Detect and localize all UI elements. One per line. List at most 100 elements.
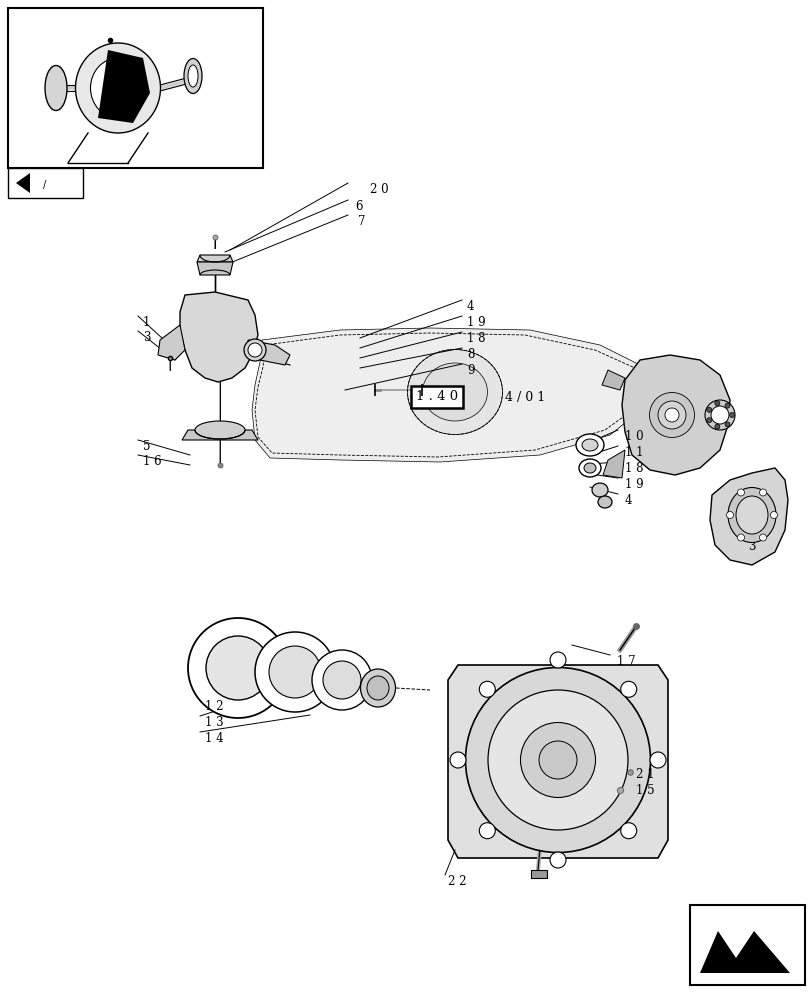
Text: 1 6: 1 6 (143, 455, 161, 468)
Polygon shape (247, 340, 290, 365)
Polygon shape (182, 430, 258, 440)
Circle shape (549, 652, 565, 668)
Ellipse shape (422, 363, 487, 421)
Bar (530, 870, 547, 878)
Text: 1 9: 1 9 (466, 316, 485, 329)
Text: 1 8: 1 8 (466, 332, 485, 345)
Ellipse shape (407, 350, 502, 434)
Circle shape (736, 489, 744, 496)
Circle shape (728, 412, 734, 418)
Circle shape (724, 403, 729, 408)
Text: 1 4: 1 4 (204, 732, 223, 745)
Polygon shape (158, 325, 185, 360)
Ellipse shape (649, 392, 693, 438)
Ellipse shape (90, 58, 145, 118)
Bar (8, 8, 263, 168)
Circle shape (726, 512, 732, 518)
Ellipse shape (45, 66, 67, 111)
Circle shape (724, 422, 729, 427)
Text: 1 3: 1 3 (204, 716, 223, 729)
Ellipse shape (367, 676, 388, 700)
Circle shape (758, 489, 766, 496)
Ellipse shape (184, 59, 202, 94)
Ellipse shape (247, 343, 262, 357)
Text: /: / (43, 180, 46, 190)
Text: 2 1: 2 1 (635, 768, 654, 781)
Text: 2 0: 2 0 (370, 183, 388, 196)
Text: 2 2: 2 2 (448, 875, 466, 888)
Ellipse shape (520, 722, 594, 798)
Text: 9: 9 (466, 364, 474, 377)
Ellipse shape (255, 632, 335, 712)
Ellipse shape (195, 421, 245, 439)
Polygon shape (699, 931, 789, 973)
Ellipse shape (583, 463, 595, 473)
Polygon shape (448, 665, 667, 858)
Ellipse shape (360, 669, 395, 707)
Polygon shape (601, 370, 624, 390)
Ellipse shape (465, 668, 650, 852)
Polygon shape (16, 173, 30, 193)
Text: 4 / 0 1: 4 / 0 1 (504, 390, 544, 403)
Bar (689, 905, 804, 985)
Circle shape (706, 418, 710, 423)
Text: 1 1: 1 1 (624, 446, 642, 459)
Polygon shape (251, 328, 644, 462)
Circle shape (478, 681, 495, 697)
Ellipse shape (188, 65, 198, 87)
Circle shape (714, 401, 719, 406)
Ellipse shape (710, 406, 728, 424)
Polygon shape (621, 355, 729, 475)
Text: 1 5: 1 5 (635, 784, 654, 797)
Ellipse shape (323, 661, 361, 699)
Text: 5: 5 (143, 440, 150, 453)
Circle shape (549, 852, 565, 868)
Text: 6: 6 (354, 200, 362, 213)
Text: 2: 2 (747, 524, 754, 537)
Polygon shape (197, 262, 233, 275)
Ellipse shape (735, 496, 767, 534)
Polygon shape (709, 468, 787, 565)
Ellipse shape (727, 488, 775, 542)
Text: 1 0: 1 0 (624, 430, 643, 443)
Ellipse shape (575, 434, 603, 456)
Polygon shape (180, 292, 258, 382)
Polygon shape (197, 255, 233, 262)
Circle shape (620, 681, 636, 697)
Text: 1 7: 1 7 (616, 655, 635, 668)
Circle shape (736, 534, 744, 541)
Circle shape (714, 424, 719, 429)
Ellipse shape (311, 650, 371, 710)
Text: 1 . 4 0: 1 . 4 0 (415, 390, 457, 403)
Text: 1: 1 (143, 316, 150, 329)
Ellipse shape (539, 741, 577, 779)
Ellipse shape (188, 618, 288, 718)
Ellipse shape (657, 401, 685, 429)
Ellipse shape (597, 496, 611, 508)
Ellipse shape (487, 690, 627, 830)
Text: 4: 4 (624, 494, 632, 507)
Ellipse shape (581, 439, 597, 451)
Ellipse shape (243, 339, 266, 361)
Circle shape (649, 752, 665, 768)
Text: 1 2: 1 2 (204, 700, 223, 713)
Circle shape (478, 823, 495, 839)
Circle shape (620, 823, 636, 839)
Text: 7: 7 (358, 215, 365, 228)
Text: 4: 4 (466, 300, 474, 313)
Ellipse shape (206, 636, 270, 700)
Circle shape (758, 534, 766, 541)
Polygon shape (98, 50, 150, 123)
Text: 3: 3 (747, 540, 754, 553)
Text: 1 9: 1 9 (624, 478, 643, 491)
Circle shape (449, 752, 466, 768)
Circle shape (706, 407, 710, 412)
Ellipse shape (75, 43, 161, 133)
Text: 3: 3 (143, 331, 150, 344)
Text: 1 8: 1 8 (624, 462, 642, 475)
Bar (8, 168, 83, 198)
Ellipse shape (591, 483, 607, 497)
Text: 8: 8 (466, 348, 474, 361)
Ellipse shape (578, 459, 600, 477)
Circle shape (770, 512, 777, 518)
